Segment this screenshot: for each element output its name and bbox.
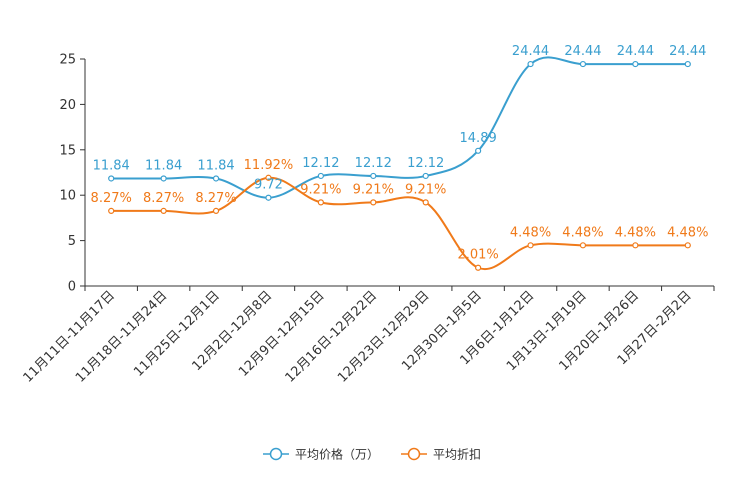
data-label: 24.44	[512, 44, 549, 59]
y-tick-label: 0	[68, 280, 76, 295]
data-point	[160, 175, 167, 182]
data-point	[317, 172, 324, 180]
x-tick-label: 11月18日-11月24日	[73, 288, 170, 385]
legend-item-2[interactable]: 平均折扣	[401, 447, 481, 462]
data-point	[684, 60, 691, 68]
data-label: 24.44	[669, 44, 706, 59]
data-label: 4.48%	[510, 225, 551, 240]
data-point	[265, 174, 272, 181]
data-point	[265, 194, 272, 201]
data-label: 11.84	[145, 158, 182, 173]
data-point	[632, 60, 639, 68]
data-label: 8.27%	[195, 191, 236, 206]
data-label: 12.12	[302, 156, 339, 171]
legend-label: 平均价格（万）	[295, 447, 379, 462]
y-tick-label: 10	[59, 189, 76, 204]
data-point	[579, 242, 587, 249]
data-label: 2.01%	[457, 248, 498, 263]
data-point	[475, 147, 482, 154]
data-point	[160, 207, 167, 215]
data-point	[212, 207, 220, 215]
data-label: 9.72	[254, 178, 283, 193]
data-label: 9.21%	[353, 182, 394, 197]
legend-label: 平均折扣	[433, 447, 481, 462]
data-point	[475, 264, 482, 271]
data-label: 11.84	[93, 158, 130, 173]
data-point	[108, 175, 115, 182]
data-point	[632, 242, 639, 249]
data-point	[370, 199, 377, 206]
data-point	[317, 199, 324, 206]
data-label: 12.12	[407, 156, 444, 171]
data-point	[108, 207, 115, 215]
data-label: 11.84	[197, 158, 234, 173]
data-label: 11.92%	[244, 158, 294, 173]
legend: 平均价格（万） 平均折扣	[263, 447, 481, 462]
data-point	[527, 60, 534, 68]
data-label: 9.21%	[405, 182, 446, 197]
y-tick-label: 5	[68, 234, 76, 249]
data-label: 9.21%	[300, 182, 341, 197]
data-label: 24.44	[564, 44, 601, 59]
series-points	[108, 60, 691, 271]
data-point	[579, 60, 587, 68]
x-tick-label: 12月23日-12月29日	[335, 288, 432, 385]
legend-marker-icon	[407, 447, 421, 461]
data-label: 4.48%	[667, 225, 708, 240]
data-point	[684, 242, 691, 249]
data-labels: 11.84 11.84 11.84 9.72 12.12 12.12 12.12 14.89 2…	[91, 44, 709, 263]
data-label: 12.12	[355, 156, 392, 171]
data-label: 8.27%	[91, 191, 132, 206]
legend-marker-icon	[269, 447, 283, 461]
data-label: 14.89	[460, 131, 497, 146]
data-label: 4.48%	[615, 225, 656, 240]
data-point	[212, 175, 220, 182]
data-label: 24.44	[617, 44, 654, 59]
y-tick-label: 20	[59, 98, 76, 113]
legend-item-1[interactable]: 平均价格（万）	[263, 447, 379, 462]
x-tick-label: 11月11日-11月17日	[21, 288, 118, 385]
x-tick-label: 12月16日-12月22日	[283, 288, 380, 385]
data-point	[527, 242, 534, 249]
data-point	[422, 199, 429, 206]
data-label: 8.27%	[143, 191, 184, 206]
data-point	[422, 172, 429, 180]
y-tick-label: 25	[59, 53, 76, 68]
data-label: 4.48%	[562, 225, 603, 240]
series-line-1	[111, 56, 688, 199]
data-point	[370, 172, 377, 180]
y-tick-label: 15	[59, 143, 76, 158]
axes: 051015202511月11日-11月17日11月18日-11月24日11月2…	[21, 53, 715, 386]
